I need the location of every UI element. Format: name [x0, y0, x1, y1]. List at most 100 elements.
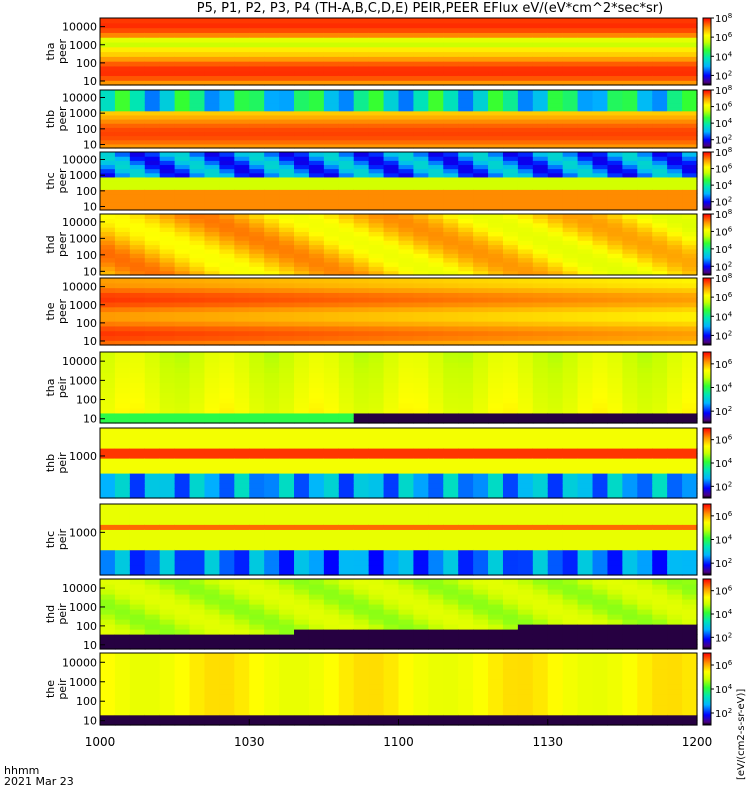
- heatmap-cell: [547, 335, 564, 341]
- heatmap-cell: [652, 185, 668, 190]
- heatmap-cell: [368, 110, 385, 116]
- heatmap-cell: [652, 172, 668, 178]
- heatmap-cell: [443, 292, 459, 298]
- heatmap-cell: [204, 504, 220, 510]
- heatmap-cell: [562, 417, 579, 424]
- heatmap-cell: [592, 448, 609, 454]
- heatmap-cell: [562, 335, 579, 341]
- heatmap-cell: [667, 433, 683, 439]
- heatmap-cell: [458, 604, 474, 610]
- heatmap-cell: [577, 181, 594, 186]
- heatmap-cell: [159, 514, 176, 520]
- heatmap-cell: [428, 61, 444, 67]
- heatmap-cell: [294, 493, 310, 499]
- heatmap-cell: [383, 493, 400, 499]
- heatmap-cell: [502, 123, 519, 128]
- heatmap-cell: [368, 468, 385, 474]
- heatmap-cell: [353, 352, 370, 358]
- heatmap-cell: [219, 205, 235, 211]
- heatmap-cell: [577, 392, 594, 399]
- heatmap-cell: [100, 156, 116, 161]
- heatmap-cell: [353, 478, 370, 484]
- heatmap-cell: [383, 559, 400, 566]
- heatmap-cell: [219, 270, 235, 276]
- heatmap-cell: [264, 433, 280, 439]
- heatmap-cell: [517, 257, 534, 263]
- heatmap-cell: [488, 106, 504, 112]
- heatmap-cell: [114, 362, 131, 368]
- heatmap-cell: [398, 569, 415, 576]
- heatmap-cell: [383, 253, 400, 259]
- heatmap-cell: [488, 634, 504, 640]
- heatmap-cell: [383, 639, 400, 645]
- heatmap-cell: [129, 340, 146, 346]
- heatmap-cell: [592, 519, 609, 525]
- heatmap-cell: [308, 509, 325, 515]
- heatmap-cell: [607, 282, 623, 289]
- heatmap-cell: [383, 27, 400, 33]
- heatmap-cell: [338, 282, 355, 289]
- heatmap-cell: [144, 197, 161, 203]
- heatmap-cell: [413, 201, 429, 207]
- heatmap-cell: [383, 340, 400, 346]
- heatmap-cell: [502, 22, 519, 29]
- heatmap-cell: [458, 197, 474, 203]
- heatmap-cell: [383, 306, 400, 313]
- heatmap-cell: [294, 519, 310, 525]
- heatmap-cell: [308, 504, 325, 510]
- heatmap-cell: [249, 248, 265, 254]
- heatmap-cell: [204, 197, 220, 203]
- heatmap-cell: [219, 544, 235, 551]
- heatmap-cell: [129, 261, 146, 267]
- heatmap-cell: [174, 392, 191, 399]
- heatmap-cell: [114, 185, 131, 190]
- heatmap-cell: [129, 94, 146, 99]
- heatmap-cell: [204, 70, 220, 77]
- heatmap-cell: [368, 335, 385, 341]
- heatmap-cell: [234, 519, 250, 525]
- heatmap-cell: [323, 80, 340, 86]
- heatmap-cell: [547, 392, 564, 399]
- heatmap-cell: [294, 458, 310, 464]
- heatmap-cell: [204, 433, 220, 439]
- heatmap-cell: [308, 340, 325, 346]
- heatmap-cell: [338, 397, 355, 404]
- heatmap-cell: [517, 65, 534, 72]
- heatmap-cell: [502, 143, 519, 149]
- heatmap-cell: [129, 181, 146, 186]
- heatmap-cell: [279, 539, 295, 546]
- heatmap-cell: [368, 231, 385, 237]
- heatmap-cell: [204, 287, 220, 293]
- heatmap-cell: [667, 46, 683, 53]
- heatmap-cell: [204, 529, 220, 536]
- heatmap-cell: [592, 352, 609, 358]
- heatmap-cell: [443, 257, 459, 263]
- heatmap-cell: [368, 438, 385, 444]
- heatmap-cell: [159, 119, 176, 124]
- heatmap-cell: [517, 397, 534, 404]
- heatmap-cell: [353, 282, 370, 289]
- heatmap-cell: [264, 201, 280, 207]
- heatmap-cell: [114, 392, 131, 399]
- heatmap-cell: [637, 248, 653, 254]
- colorbar-tick-label: 108: [715, 146, 732, 159]
- heatmap-cell: [592, 135, 609, 141]
- heatmap-cell: [323, 65, 340, 72]
- heatmap-cell: [458, 287, 474, 293]
- heatmap-cell: [682, 185, 698, 190]
- heatmap-cell: [294, 90, 310, 95]
- heatmap-cell: [174, 402, 191, 409]
- heatmap-cell: [667, 222, 683, 228]
- heatmap-cell: [458, 504, 474, 510]
- heatmap-cell: [547, 266, 564, 272]
- heatmap-cell: [562, 306, 579, 313]
- heatmap-cell: [114, 152, 131, 157]
- heatmap-cell: [428, 214, 444, 219]
- heatmap-cell: [264, 282, 280, 289]
- heatmap-cell: [129, 483, 146, 489]
- heatmap-cell: [100, 357, 116, 363]
- heatmap-cell: [264, 197, 280, 203]
- heatmap-cell: [249, 135, 265, 141]
- heatmap-cell: [189, 65, 206, 72]
